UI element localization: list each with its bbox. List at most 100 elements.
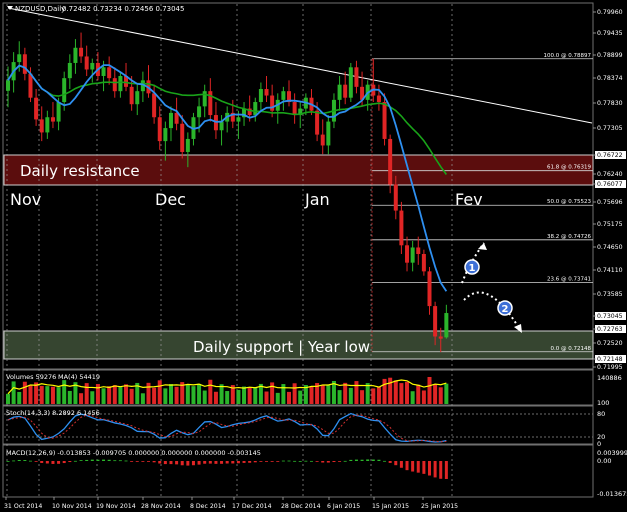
ohlc-readout: 0.72482 0.73234 0.72456 0.73045 (62, 5, 184, 13)
macd-bar (147, 461, 150, 462)
date-tick-label: 6 Jan 2015 (327, 503, 360, 510)
macd-bar (405, 461, 409, 471)
volume-bar (433, 384, 438, 404)
volume-bar (309, 386, 314, 404)
date-tick-label: 8 Dec 2014 (190, 503, 226, 510)
volume-bar (444, 383, 449, 404)
macd-bar (141, 461, 145, 462)
macd-bar (433, 461, 437, 478)
macd-bar (12, 460, 16, 462)
volume-bar (79, 393, 84, 404)
date-tick-label: 28 Nov 2014 (141, 503, 181, 510)
candle-body (281, 91, 286, 100)
macd-bar (191, 461, 195, 466)
macd-bar (354, 459, 358, 461)
volume-bar (365, 383, 370, 404)
volume-bar (17, 391, 22, 404)
volume-bar (90, 391, 95, 404)
price-tick-label: 0.72520 (597, 340, 623, 347)
candle-body (168, 112, 173, 129)
candle-body (202, 91, 207, 107)
price-tick-label: 0.77830 (597, 100, 623, 107)
volume-bar (73, 382, 78, 404)
volume-bar (152, 387, 157, 404)
volume-bar (84, 383, 89, 404)
volume-bar (298, 390, 303, 404)
price-tick-label: 0.76077 (597, 181, 623, 188)
candle-body (90, 62, 95, 70)
volume-bar (191, 386, 196, 404)
volume-bar (202, 390, 207, 404)
volume-bar (360, 390, 365, 404)
macd-bar (383, 460, 387, 462)
volume-bar (315, 383, 320, 404)
macd-bar (203, 461, 207, 464)
candle-body (219, 121, 224, 131)
volume-bar (427, 377, 432, 404)
volume-bar (405, 381, 410, 404)
main-pane-border (2, 2, 594, 370)
candle-body (360, 86, 365, 100)
month-label-dec: Dec (155, 190, 186, 209)
macd-histogram (6, 459, 448, 479)
volume-bar (39, 385, 44, 404)
candle-body (354, 67, 359, 87)
macd-bar (366, 459, 370, 461)
candle-body (208, 91, 213, 116)
macd-bar (428, 461, 431, 476)
volume-pane-border (2, 369, 594, 406)
volume-bar (354, 381, 359, 404)
fib-label: 38.2 @ 0.74726 (547, 234, 591, 240)
fib-label: 0.0 @ 0.72148 (551, 346, 592, 352)
macd-bar (360, 459, 364, 461)
macd-bar (79, 460, 83, 461)
volume-bar (50, 386, 55, 404)
price-axis-highlight (595, 325, 626, 333)
candle-body (343, 84, 348, 98)
macd-bar (371, 459, 375, 461)
fibonacci-levels: 100.0 @ 0.78897 61.8 @ 0.76319 50.0 @ 0.75… (371, 53, 593, 353)
volume-bar (213, 391, 218, 404)
candle-body (427, 271, 432, 307)
volume-bar (22, 381, 27, 404)
macd-axis-bottom: -0.013675 (597, 490, 627, 498)
volume-bar (11, 381, 16, 404)
candle-body (163, 128, 168, 142)
macd-bar (90, 459, 94, 461)
candle-body (416, 247, 421, 254)
price-tick-label: 0.77305 (597, 125, 623, 132)
volume-bar (118, 387, 123, 404)
stoch-axis-0: 0 (597, 440, 601, 448)
macd-pane-border (2, 444, 594, 498)
candle-body (382, 102, 387, 139)
candle-body (140, 80, 145, 92)
candle-body (101, 67, 106, 76)
macd-bar (276, 461, 280, 462)
price-tick-label: 0.78899 (597, 52, 623, 59)
candle-body (326, 121, 331, 146)
volume-bar (258, 383, 263, 404)
volume-bar (67, 390, 72, 404)
month-label-jan: Jan (304, 190, 330, 209)
volume-bar (174, 386, 179, 404)
macd-bar (85, 459, 89, 461)
volume-bar (264, 391, 269, 404)
volume-bar (393, 380, 398, 404)
collapse-icon[interactable] (7, 6, 13, 10)
macd-bar (231, 461, 235, 464)
macd-bar (343, 460, 347, 462)
scenario-circle-1 (464, 259, 480, 275)
candle-body (230, 112, 235, 122)
volume-bar (129, 388, 134, 404)
date-tick-label: 10 Nov 2014 (52, 503, 92, 510)
date-tick-label: 19 Nov 2014 (96, 503, 136, 510)
macd-bar (214, 461, 218, 464)
support-label: Daily support | Year low (193, 338, 370, 356)
volume-bar (343, 382, 348, 404)
macd-bar (411, 461, 415, 472)
macd-axis-top: 0.003999 (597, 449, 627, 457)
macd-bar (180, 461, 184, 466)
